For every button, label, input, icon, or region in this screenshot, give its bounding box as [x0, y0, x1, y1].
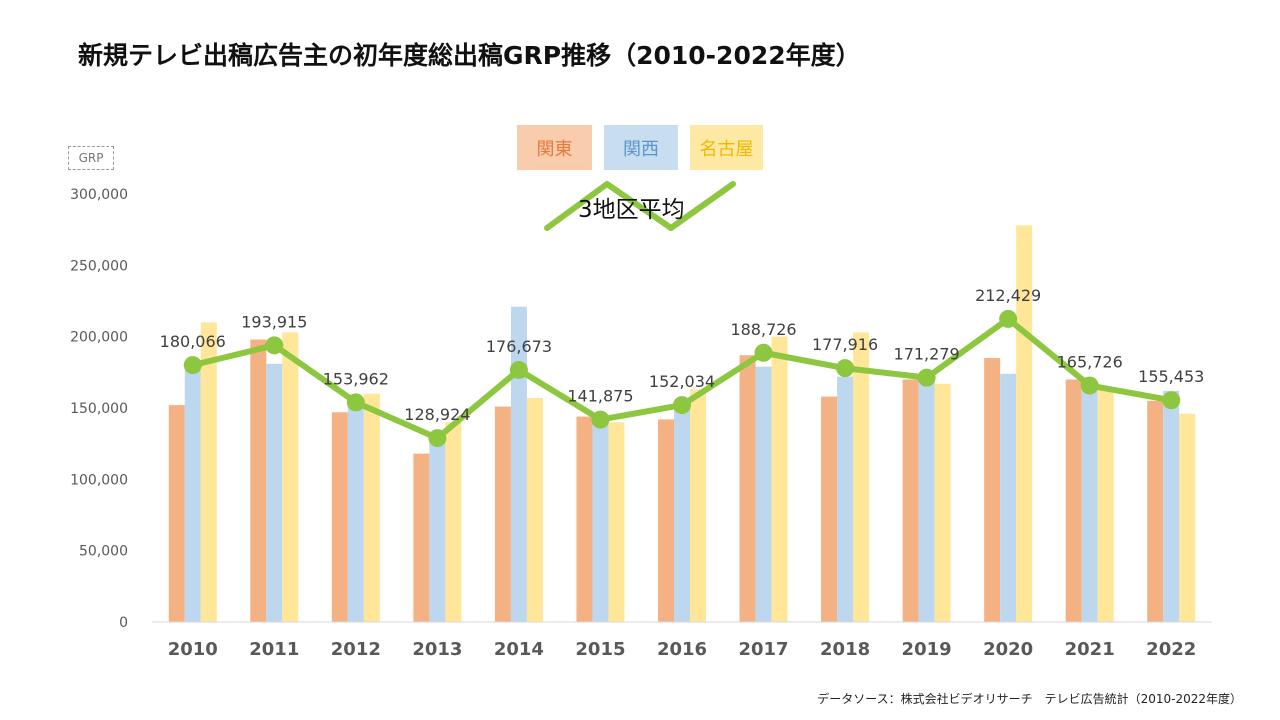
bar-関東-2022 — [1147, 400, 1164, 622]
average-data-label-2017: 188,726 — [730, 320, 796, 339]
average-data-label-2022: 155,453 — [1138, 367, 1204, 386]
bar-名古屋-2021 — [1097, 389, 1114, 622]
bar-関西-2014 — [510, 306, 527, 622]
y-tick-label: 50,000 — [79, 544, 128, 560]
x-tick-label-2017: 2017 — [738, 639, 788, 660]
x-tick-label-2013: 2013 — [412, 639, 462, 660]
legend-line-layer — [544, 181, 736, 231]
average-point-2013 — [428, 429, 447, 448]
x-tick-label-2016: 2016 — [657, 639, 707, 660]
average-data-label-2019: 171,279 — [894, 345, 960, 364]
y-tick-label: 0 — [119, 615, 128, 631]
bar-名古屋-2016 — [690, 389, 706, 622]
average-data-label-2015: 141,875 — [567, 387, 633, 406]
average-point-2021 — [1080, 376, 1099, 395]
x-tick-label-2012: 2012 — [331, 639, 381, 660]
average-data-label-2013: 128,924 — [404, 405, 470, 424]
legend-kansai: 関西 — [604, 125, 678, 170]
bar-名古屋-2015 — [608, 422, 625, 622]
bar-関西-2015 — [592, 419, 609, 622]
bar-関東-2010 — [168, 405, 185, 622]
average-point-2012 — [346, 393, 365, 412]
bar-関西-2011 — [266, 363, 283, 622]
average-line-layer: 180,066 193,915 153,962 128,924 176,673 141,8… — [160, 286, 1204, 448]
bar-名古屋-2014 — [526, 398, 543, 622]
y-axis-unit-label: GRP — [68, 146, 114, 170]
average-point-2016 — [673, 396, 691, 415]
x-tick-label-2014: 2014 — [494, 639, 544, 660]
bar-関西-2018 — [837, 376, 854, 622]
x-tick-label-2022: 2022 — [1146, 639, 1196, 660]
bar-関東-2018 — [821, 396, 838, 622]
average-point-2011 — [265, 336, 284, 355]
bar-関東-2017 — [739, 355, 756, 622]
x-tick-label-2020: 2020 — [983, 639, 1033, 660]
bar-名古屋-2011 — [282, 332, 299, 622]
bar-関西-2020 — [1000, 373, 1017, 622]
average-data-label-2018: 177,916 — [812, 335, 878, 354]
average-data-label-2014: 176,673 — [486, 337, 552, 356]
chart-title: 新規テレビ出稿広告主の初年度総出稿GRP推移（2010-2022年度） — [78, 41, 861, 70]
legend-nagoya: 名古屋 — [690, 125, 763, 170]
data-source-note: データソース：株式会社ビデオリサーチ テレビ広告統計（2010-2022年度） — [817, 692, 1242, 706]
x-tick-label-2018: 2018 — [820, 639, 870, 660]
bar-関西-2021 — [1081, 390, 1098, 622]
x-tick-label-2010: 2010 — [168, 639, 218, 660]
average-point-2022 — [1162, 391, 1181, 410]
average-data-label-2012: 153,962 — [323, 369, 389, 388]
legend-average-line-sample — [544, 181, 736, 231]
average-point-2014 — [509, 360, 528, 379]
legend-kanto: 関東 — [517, 125, 592, 170]
bar-名古屋-2020 — [1016, 225, 1033, 623]
bar-名古屋-2013 — [445, 422, 462, 622]
axis-layer: 0 50,000 100,000 150,000 200,000 250,000 300,0… — [70, 187, 1212, 660]
bar-関東-2013 — [413, 453, 430, 622]
bar-名古屋-2017 — [771, 336, 788, 622]
average-point-2010 — [183, 356, 202, 375]
bar-名古屋-2022 — [1179, 413, 1196, 622]
average-point-2015 — [591, 410, 610, 429]
bar-名古屋-2019 — [934, 383, 951, 622]
bar-関東-2014 — [494, 406, 511, 622]
y-tick-label: 250,000 — [70, 258, 128, 274]
bar-名古屋-2018 — [853, 332, 870, 622]
bar-関東-2012 — [331, 412, 348, 622]
average-data-label-2016: 152,034 — [649, 372, 715, 391]
x-tick-label-2011: 2011 — [249, 639, 299, 660]
bar-関東-2015 — [576, 416, 593, 622]
x-tick-label-2019: 2019 — [902, 639, 952, 660]
bar-名古屋-2010 — [200, 322, 217, 622]
legend-average-label: 3地区平均 — [578, 197, 685, 223]
bar-関西-2012 — [347, 402, 364, 622]
x-tick-label-2015: 2015 — [575, 639, 625, 660]
bar-関西-2017 — [755, 366, 772, 622]
bar-名古屋-2012 — [363, 393, 380, 622]
bars-layer — [168, 225, 1196, 623]
average-point-2020 — [999, 309, 1018, 328]
bar-関東-2019 — [902, 379, 919, 622]
bar-関東-2016 — [658, 419, 674, 622]
bar-関西-2010 — [184, 365, 201, 622]
average-data-label-2020: 212,429 — [975, 286, 1041, 305]
x-tick-label-2021: 2021 — [1065, 639, 1115, 660]
bar-関西-2016 — [674, 408, 690, 622]
bar-関西-2019 — [918, 373, 935, 622]
average-data-label-2021: 165,726 — [1057, 353, 1123, 372]
bar-関東-2020 — [984, 358, 1001, 622]
bar-関東-2011 — [250, 339, 267, 622]
average-point-2017 — [754, 343, 773, 362]
average-point-2018 — [836, 359, 855, 378]
bar-関東-2021 — [1065, 379, 1082, 622]
average-point-2019 — [917, 368, 936, 387]
average-data-label-2011: 193,915 — [241, 312, 307, 331]
bar-関西-2022 — [1163, 390, 1180, 622]
y-tick-label: 150,000 — [70, 401, 128, 417]
y-tick-label: 200,000 — [70, 330, 128, 346]
average-data-label-2010: 180,066 — [160, 332, 226, 351]
y-tick-label: 100,000 — [70, 472, 128, 488]
y-tick-label: 300,000 — [70, 187, 128, 203]
bar-関西-2013 — [429, 436, 446, 622]
